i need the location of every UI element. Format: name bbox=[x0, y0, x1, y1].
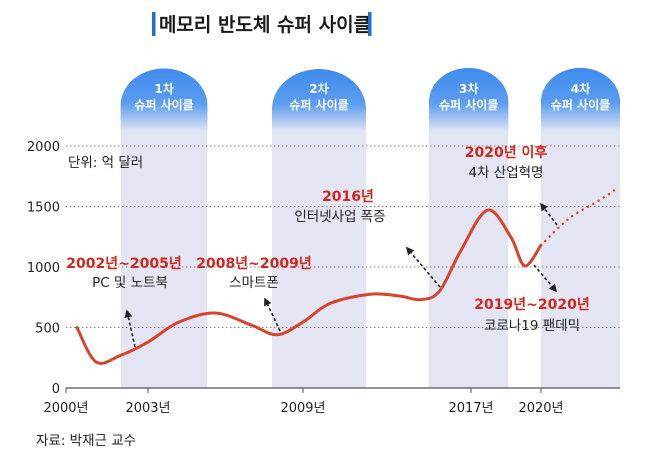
cycle-label: 4차 bbox=[571, 81, 590, 96]
cycle-band-cap bbox=[429, 67, 509, 132]
cycle-label: 3차 bbox=[459, 81, 478, 96]
cycle-label: 2차 bbox=[309, 81, 328, 96]
cycle-band-cap bbox=[120, 68, 208, 132]
market-size-line bbox=[75, 208, 543, 365]
cycle-label: 슈퍼 사이클 bbox=[551, 97, 610, 112]
cycle-band bbox=[120, 68, 208, 388]
cycle-label: 1차 bbox=[154, 81, 173, 96]
cycle-label: 슈퍼 사이클 bbox=[134, 97, 193, 112]
x-tick-label: 2020년 bbox=[518, 401, 563, 416]
chart-title: 메모리 반도체 슈퍼 사이클 bbox=[159, 14, 371, 36]
cycle-band-cap bbox=[272, 69, 366, 132]
annotation-event: 코로나19 팬데믹 bbox=[484, 318, 580, 334]
cycle-label: 슈퍼 사이클 bbox=[439, 97, 498, 112]
projected-line bbox=[539, 188, 617, 247]
cycle-label: 슈퍼 사이클 bbox=[289, 97, 348, 112]
annotation-period: 2019년~2020년 bbox=[474, 297, 589, 313]
arrow-icon bbox=[124, 309, 136, 348]
title-bar-right bbox=[368, 12, 372, 36]
x-tick-label: 2000년 bbox=[43, 401, 88, 416]
cycle-band-cap bbox=[541, 67, 620, 132]
y-tick-label: 0 bbox=[52, 382, 60, 397]
cycle-band bbox=[541, 67, 620, 389]
cycle-band bbox=[429, 67, 509, 388]
cycle-band bbox=[272, 69, 366, 389]
y-tick-label: 500 bbox=[35, 322, 60, 337]
y-tick-label: 1500 bbox=[27, 201, 60, 216]
annotation-event: PC 및 노트북 bbox=[92, 275, 168, 291]
annotation-period: 2016년 bbox=[322, 189, 374, 205]
arrow-icon bbox=[264, 297, 281, 332]
annotation-event: 4차 산업혁명 bbox=[469, 165, 544, 181]
arrow-icon bbox=[540, 202, 558, 226]
annotation-period: 2020년 이후 bbox=[465, 144, 548, 161]
source-note: 자료: 박재근 교수 bbox=[36, 433, 136, 449]
y-tick-label: 2000 bbox=[27, 140, 60, 155]
x-tick-label: 2017년 bbox=[448, 401, 493, 416]
x-tick-label: 2009년 bbox=[280, 401, 325, 416]
annotation-period: 2002년~2005년 bbox=[66, 256, 181, 272]
arrow-icon bbox=[533, 264, 558, 293]
y-tick-label: 1000 bbox=[27, 261, 60, 276]
annotation-event: 스마트폰 bbox=[229, 275, 279, 291]
annotation-event: 인터넷사업 폭증 bbox=[294, 209, 385, 225]
title-bar-left bbox=[152, 12, 156, 36]
annotation-period: 2008년~2009년 bbox=[196, 256, 311, 272]
x-tick-label: 2003년 bbox=[125, 401, 170, 416]
unit-label: 단위: 억 달러 bbox=[68, 155, 143, 171]
annotation-arrows bbox=[124, 202, 558, 348]
